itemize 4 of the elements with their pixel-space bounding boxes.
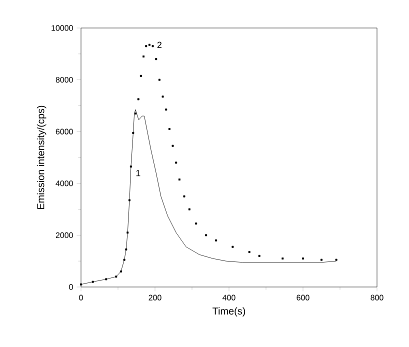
x-axis-title: Time(s) <box>212 307 246 317</box>
y-axis-title: Emission intensity/(cps) <box>36 106 46 210</box>
annotation: 2 <box>157 42 162 48</box>
annotation: 1 <box>136 170 140 176</box>
